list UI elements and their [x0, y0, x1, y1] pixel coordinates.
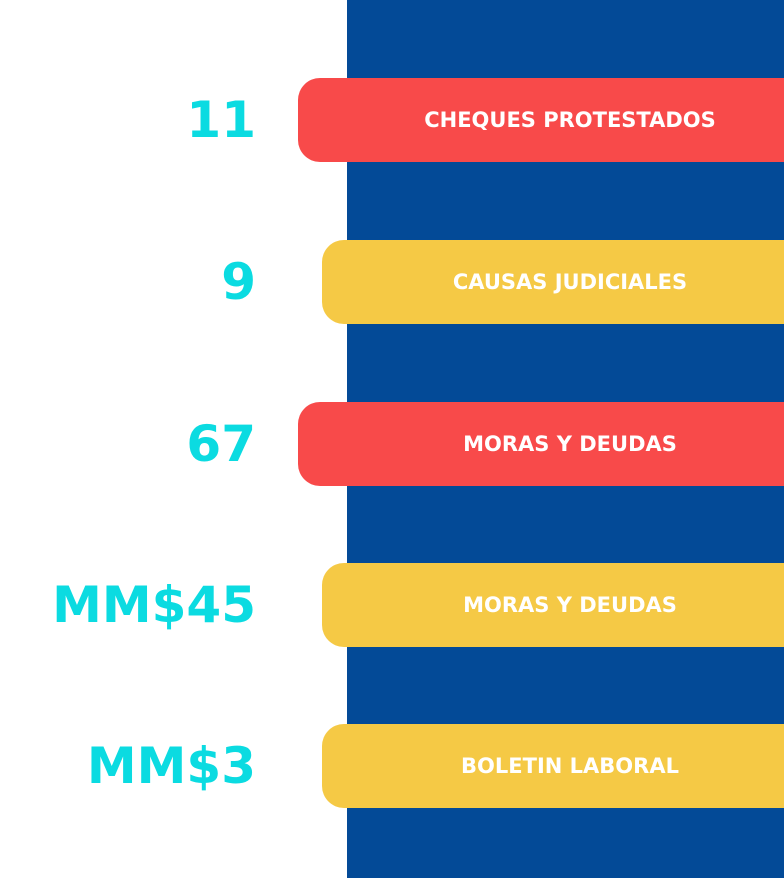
stat-label: CAUSAS JUDICIALES [452, 270, 688, 294]
stat-pill: CHEQUES PROTESTADOS [298, 78, 784, 162]
stat-label: MORAS Y DEUDAS [463, 432, 677, 456]
stat-value: MM$3 [86, 737, 256, 795]
stat-value: 9 [221, 253, 256, 311]
stat-label: MORAS Y DEUDAS [463, 593, 677, 617]
stat-pill: MORAS Y DEUDAS [298, 402, 784, 486]
stat-value: 67 [186, 415, 256, 473]
stat-pill: CAUSAS JUDICIALES [322, 240, 784, 324]
stat-value: 11 [186, 91, 256, 149]
stat-pill: MORAS Y DEUDAS [322, 563, 784, 647]
stat-value: MM$45 [52, 576, 256, 634]
stat-label: BOLETIN LABORAL [461, 754, 679, 778]
stat-pill: BOLETIN LABORAL [322, 724, 784, 808]
stat-label: CHEQUES PROTESTADOS [424, 108, 716, 132]
